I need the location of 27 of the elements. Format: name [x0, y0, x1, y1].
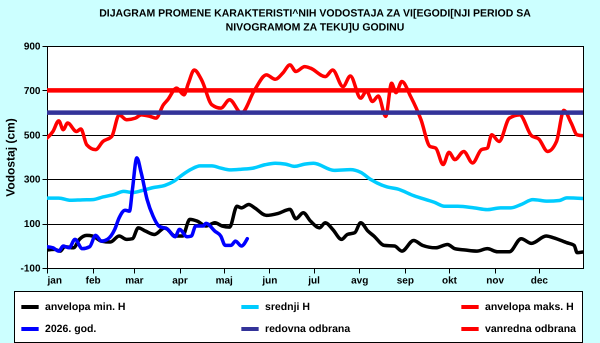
x-tick-label: jul [307, 276, 320, 286]
x-tick-label: avg [351, 276, 368, 286]
chart-title: DIJAGRAM PROMENE KARAKTERISTI^NIH VODOSTAJA ZA VI[EGODI[NJI PERIOD SA NIVOGRAMOM ZA TEKU]U GODINU [99, 8, 532, 34]
x-tick-label: okt [442, 276, 458, 286]
legend-label: anvelopa maks. H [485, 301, 574, 313]
y-tick-label: 100 [24, 219, 41, 230]
legend-label: srednji H [265, 301, 310, 313]
x-tick-label: jun [261, 276, 278, 286]
y-tick-label: 900 [24, 42, 41, 52]
legend-label: vanredna odbrana [485, 323, 576, 335]
x-tick-label: feb [86, 276, 101, 286]
x-tick-label: nov [486, 276, 504, 286]
x-tick-label: dec [530, 276, 548, 286]
legend-label: anvelopa min. H [45, 301, 126, 313]
y-tick-label: 700 [24, 86, 41, 97]
legend-label: 2026. god. [45, 323, 96, 335]
y-tick-label: 500 [24, 130, 41, 142]
y-tick-label: -100 [20, 264, 41, 274]
y-tick-label: 300 [24, 174, 41, 186]
x-tick-label: mar [125, 276, 144, 286]
x-tick-label: apr [172, 276, 188, 286]
y-axis-title: Vodostaj (cm) [3, 118, 18, 197]
legend-label: redovna odbrana [265, 323, 350, 335]
x-tick-label: jan [46, 276, 62, 286]
x-tick-label: maj [216, 276, 234, 286]
x-tick-label: sep [396, 276, 414, 286]
line-series [47, 156, 250, 253]
